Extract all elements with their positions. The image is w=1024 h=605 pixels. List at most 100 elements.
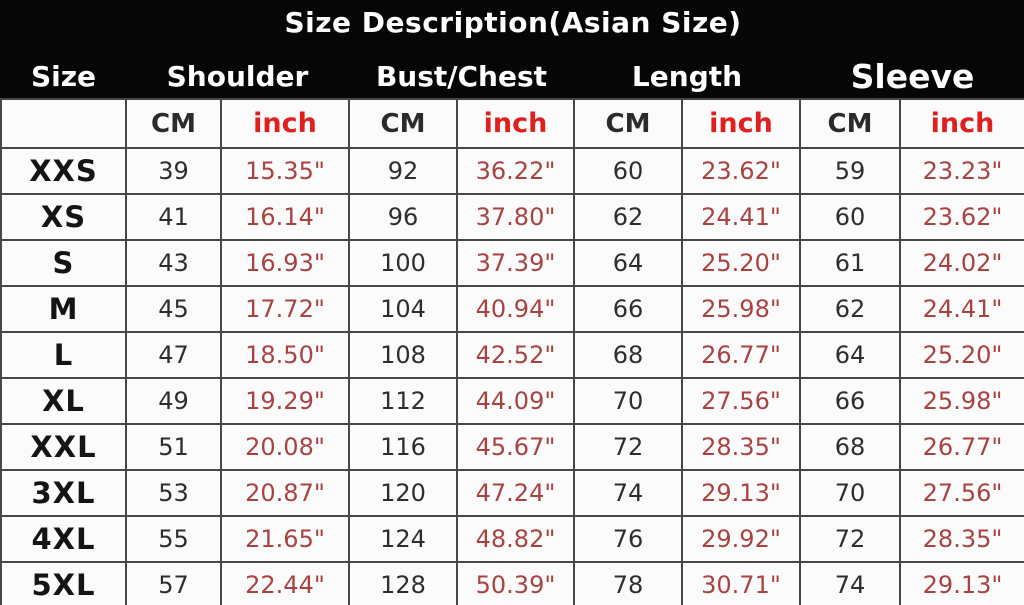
shoulder-cm-cell: 39: [125, 147, 222, 195]
shoulder-cm-cell: 49: [125, 377, 222, 425]
bust-inch-cell: 45.67": [456, 423, 575, 471]
table-row: 5XL 57 22.44" 128 50.39" 78 30.71" 74 29…: [0, 561, 1024, 605]
bust-cm-cell: 92: [348, 147, 458, 195]
sleeve-cm-cell: 61: [799, 239, 901, 287]
column-header-shoulder: Shoulder: [126, 44, 349, 99]
bust-cm-cell: 120: [348, 469, 458, 517]
sleeve-inch-cell: 29.13": [898, 561, 1024, 605]
sleeve-inch-cell: 24.41": [898, 285, 1024, 333]
sleeve-cm-cell: 59: [799, 147, 901, 195]
length-cm-cell: 74: [573, 469, 683, 517]
shoulder-cm-cell: 41: [125, 193, 222, 241]
sleeve-inch-cell: 23.62": [898, 193, 1024, 241]
length-cm-cell: 76: [573, 515, 683, 563]
unit-header-sleeve-inch: inch: [898, 98, 1024, 149]
size-label: 5XL: [0, 561, 127, 605]
bust-cm-cell: 104: [348, 285, 458, 333]
unit-header-shoulder-cm: CM: [125, 98, 222, 149]
length-cm-cell: 68: [573, 331, 683, 379]
page-title: Size Description(Asian Size): [1, 0, 1024, 44]
shoulder-inch-cell: 17.72": [220, 285, 350, 333]
size-label: 4XL: [0, 515, 127, 563]
unit-header-sleeve-cm: CM: [799, 98, 901, 149]
size-label: L: [0, 331, 127, 379]
bust-cm-cell: 124: [348, 515, 458, 563]
sleeve-inch-cell: 25.20": [898, 331, 1024, 379]
length-cm-cell: 72: [573, 423, 683, 471]
shoulder-cm-cell: 57: [125, 561, 222, 605]
length-inch-cell: 24.41": [681, 193, 801, 241]
sleeve-cm-cell: 64: [799, 331, 901, 379]
shoulder-inch-cell: 21.65": [220, 515, 350, 563]
length-cm-cell: 60: [573, 147, 683, 195]
shoulder-inch-cell: 20.87": [220, 469, 350, 517]
bust-cm-cell: 128: [348, 561, 458, 605]
table-row: XL 49 19.29" 112 44.09" 70 27.56" 66 25.…: [0, 377, 1024, 425]
size-label: XXL: [0, 423, 127, 471]
sleeve-inch-cell: 27.56": [898, 469, 1024, 517]
table-row: 3XL 53 20.87" 120 47.24" 74 29.13" 70 27…: [0, 469, 1024, 517]
length-cm-cell: 62: [573, 193, 683, 241]
bust-inch-cell: 50.39": [456, 561, 575, 605]
sleeve-cm-cell: 70: [799, 469, 901, 517]
unit-header-length-inch: inch: [681, 98, 801, 149]
sleeve-inch-cell: 26.77": [898, 423, 1024, 471]
unit-header-bust-cm: CM: [348, 98, 458, 149]
length-inch-cell: 27.56": [681, 377, 801, 425]
group-header-row: Size Shoulder Bust/Chest Length Sleeve: [1, 44, 1024, 99]
length-inch-cell: 25.20": [681, 239, 801, 287]
shoulder-inch-cell: 20.08": [220, 423, 350, 471]
bust-inch-cell: 36.22": [456, 147, 575, 195]
table-row: XXL 51 20.08" 116 45.67" 72 28.35" 68 26…: [0, 423, 1024, 471]
length-cm-cell: 78: [573, 561, 683, 605]
unit-header-row: CM inch CM inch CM inch CM inch: [0, 98, 1024, 149]
bust-cm-cell: 96: [348, 193, 458, 241]
sleeve-cm-cell: 68: [799, 423, 901, 471]
bust-inch-cell: 47.24": [456, 469, 575, 517]
table-row: S 43 16.93" 100 37.39" 64 25.20" 61 24.0…: [0, 239, 1024, 287]
table-row: XXS 39 15.35" 92 36.22" 60 23.62" 59 23.…: [0, 147, 1024, 195]
length-inch-cell: 26.77": [681, 331, 801, 379]
length-inch-cell: 29.13": [681, 469, 801, 517]
shoulder-cm-cell: 51: [125, 423, 222, 471]
shoulder-inch-cell: 22.44": [220, 561, 350, 605]
bust-inch-cell: 37.80": [456, 193, 575, 241]
title-row: Size Description(Asian Size): [1, 0, 1024, 44]
bust-cm-cell: 112: [348, 377, 458, 425]
size-label: M: [0, 285, 127, 333]
size-label: XXS: [0, 147, 127, 195]
unit-header-length-cm: CM: [573, 98, 683, 149]
length-inch-cell: 25.98": [681, 285, 801, 333]
bust-inch-cell: 44.09": [456, 377, 575, 425]
sleeve-inch-cell: 24.02": [898, 239, 1024, 287]
length-inch-cell: 29.92": [681, 515, 801, 563]
length-inch-cell: 23.62": [681, 147, 801, 195]
table-row: M 45 17.72" 104 40.94" 66 25.98" 62 24.4…: [0, 285, 1024, 333]
shoulder-inch-cell: 19.29": [220, 377, 350, 425]
shoulder-cm-cell: 53: [125, 469, 222, 517]
sleeve-cm-cell: 74: [799, 561, 901, 605]
size-label: 3XL: [0, 469, 127, 517]
sleeve-cm-cell: 60: [799, 193, 901, 241]
shoulder-cm-cell: 47: [125, 331, 222, 379]
bust-cm-cell: 108: [348, 331, 458, 379]
length-cm-cell: 70: [573, 377, 683, 425]
sleeve-inch-cell: 28.35": [898, 515, 1024, 563]
shoulder-inch-cell: 16.93": [220, 239, 350, 287]
bust-inch-cell: 42.52": [456, 331, 575, 379]
size-label: XS: [0, 193, 127, 241]
bust-inch-cell: 37.39": [456, 239, 575, 287]
length-cm-cell: 66: [573, 285, 683, 333]
column-header-size: Size: [1, 44, 126, 99]
bust-cm-cell: 100: [348, 239, 458, 287]
unit-header-bust-inch: inch: [456, 98, 575, 149]
sleeve-cm-cell: 62: [799, 285, 901, 333]
size-label: XL: [0, 377, 127, 425]
table-row: XS 41 16.14" 96 37.80" 62 24.41" 60 23.6…: [0, 193, 1024, 241]
length-inch-cell: 30.71": [681, 561, 801, 605]
shoulder-inch-cell: 16.14": [220, 193, 350, 241]
shoulder-inch-cell: 15.35": [220, 147, 350, 195]
column-header-length: Length: [574, 44, 800, 99]
